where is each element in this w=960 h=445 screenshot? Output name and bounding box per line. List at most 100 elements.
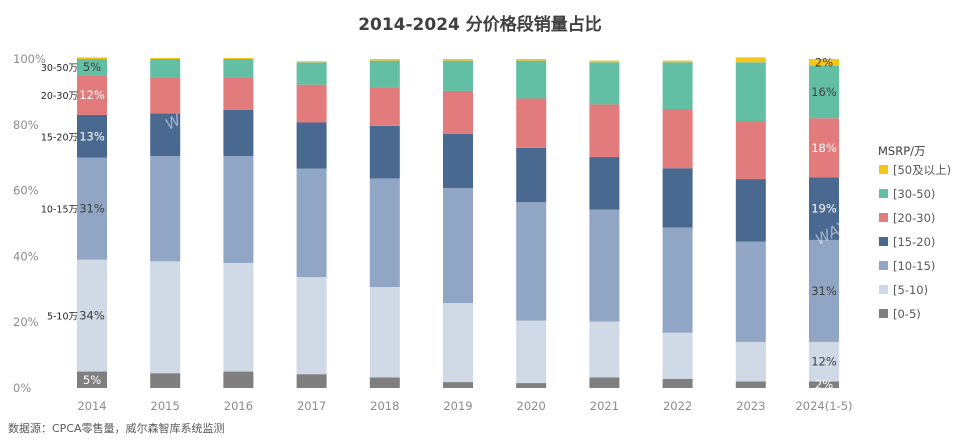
bar-segment — [516, 59, 547, 61]
x-tick-label: 2015 — [151, 399, 180, 413]
segment-annotations: 30-50万 20-30万 15-20万 10-15万 5-10万 — [41, 63, 78, 322]
bar-segment — [735, 381, 766, 388]
bar-segment — [443, 59, 473, 61]
bar-segment — [296, 62, 327, 85]
bar-segment — [369, 286, 400, 378]
bar-segment — [443, 90, 473, 134]
bar-segment — [809, 381, 839, 388]
bar-segment — [150, 113, 181, 157]
data-label: 19% — [811, 202, 837, 216]
bar-segment — [77, 259, 107, 372]
bar-segment — [662, 168, 693, 228]
data-label: 16% — [811, 85, 837, 99]
bar-segment — [223, 109, 254, 157]
y-tick-label: 0% — [13, 381, 31, 395]
bar-segment — [223, 59, 254, 78]
data-label: 34% — [79, 309, 105, 323]
bar-segment — [809, 59, 839, 66]
bar-segment — [150, 373, 181, 388]
bar-segment — [662, 60, 693, 63]
bar-segment — [662, 62, 693, 110]
legend-label: [20-30) — [893, 211, 935, 225]
bar-segment — [369, 60, 400, 88]
segment-annotation: 5-10万 — [47, 312, 78, 323]
x-axis: 2014 2015 2016 2017 2018 2019 2020 2021 2022 2023… — [77, 399, 852, 413]
bar-segment — [296, 84, 327, 123]
y-tick-label: 60% — [13, 184, 39, 198]
bar-segment — [223, 77, 254, 110]
data-label: 5% — [83, 373, 101, 387]
bar-segment — [443, 303, 473, 383]
legend-label: [0-5) — [893, 307, 921, 321]
data-label: 12% — [79, 88, 105, 102]
data-label: 2% — [815, 378, 833, 392]
bar-segment — [809, 65, 839, 119]
bar-segment — [369, 59, 400, 61]
legend-label: [15-20) — [893, 235, 935, 249]
bar-segment — [369, 377, 400, 388]
bar-segment — [296, 277, 327, 375]
legend-swatch — [879, 165, 888, 174]
source-note: 数据源：CPCA零售量，威尔森智库系统监测 — [8, 421, 225, 435]
x-tick-label: 2021 — [590, 399, 619, 413]
y-tick-label: 100% — [13, 52, 46, 66]
x-tick-label: 2020 — [517, 399, 546, 413]
bar-segment — [662, 332, 693, 379]
legend-swatch — [879, 309, 888, 318]
x-tick-label: 2022 — [663, 399, 692, 413]
bar-segment — [809, 177, 839, 240]
segment-annotation: 10-15万 — [41, 205, 78, 216]
bar-segment — [589, 321, 620, 378]
bar-segment — [516, 98, 547, 148]
y-tick-label: 20% — [13, 315, 39, 329]
bar-segment — [735, 62, 766, 122]
data-label: 13% — [79, 129, 105, 143]
bar-segment — [369, 87, 400, 126]
bar-segment — [77, 57, 107, 59]
legend-swatch — [879, 261, 888, 270]
bar-segment — [662, 227, 693, 333]
data-label: 31% — [811, 284, 837, 298]
bar-segment — [296, 61, 327, 63]
legend-swatch — [879, 237, 888, 246]
data-label: 12% — [811, 355, 837, 369]
bar-segment — [296, 122, 327, 169]
bar-segment — [809, 239, 839, 342]
bar-segment — [223, 156, 254, 263]
bar-segment — [150, 261, 181, 374]
bar-segment — [150, 58, 181, 59]
bar-segment — [809, 341, 839, 382]
bar-segment — [443, 133, 473, 188]
bar-segment — [443, 60, 473, 91]
legend-label: [50及以上) — [893, 163, 951, 177]
bar-segment — [589, 60, 620, 63]
bar-segment — [150, 77, 181, 114]
bar-segment — [77, 75, 107, 115]
legend: MSRP/万 [50及以上) [30-50) [20-30) [15-20) [10-1… — [878, 144, 951, 321]
bar-segment — [516, 60, 547, 99]
bar-segment — [296, 168, 327, 278]
bar-segment — [809, 118, 839, 178]
legend-label: [10-15) — [893, 259, 935, 273]
bar-segment — [735, 341, 766, 382]
x-tick-label: 2018 — [370, 399, 399, 413]
x-tick-label: 2023 — [736, 399, 765, 413]
bar-segment — [443, 382, 473, 388]
bar-segment — [443, 187, 473, 304]
bar-segment — [735, 57, 766, 63]
bar-segment — [369, 125, 400, 179]
bar-segment — [589, 104, 620, 158]
bar-segment — [589, 209, 620, 322]
bar-segment — [77, 59, 107, 76]
segment-annotation: 15-20万 — [41, 132, 78, 143]
bar-segment — [296, 374, 327, 388]
bar-segment — [662, 109, 693, 169]
bars — [77, 57, 839, 388]
bar-segment — [150, 59, 181, 78]
legend-swatch — [879, 285, 888, 294]
bar-segment — [516, 320, 547, 384]
bar-segment — [662, 378, 693, 388]
legend-swatch — [879, 189, 888, 198]
chart-title: 2014-2024 分价格段销量占比 — [358, 14, 602, 35]
